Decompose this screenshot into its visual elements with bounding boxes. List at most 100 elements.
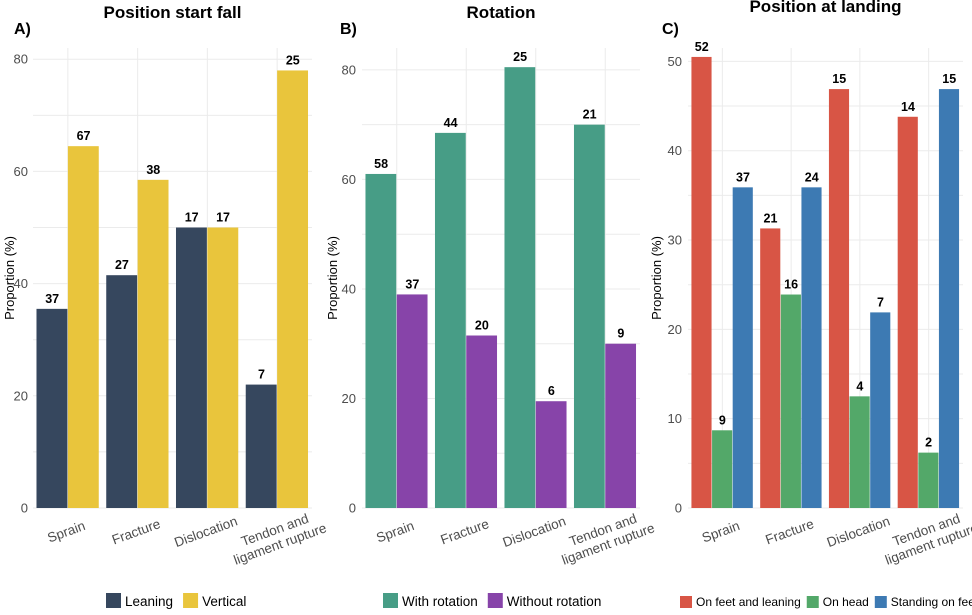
y-tick-label: 40 <box>342 281 356 296</box>
bar-on-head-4 <box>918 452 939 508</box>
category-label: Tendon andligament rupture <box>555 506 657 568</box>
data-label: 25 <box>286 53 300 67</box>
category-label: Dislocation <box>825 513 892 550</box>
y-tick-label: 0 <box>21 501 28 516</box>
chart-title: Rotation <box>467 3 536 22</box>
panel-a: 0 20 40 60 80 37 27 17 7 67 38 17 25 Sprain Fracture Di… <box>2 3 328 609</box>
legend-label: Standing on feet <box>891 595 972 609</box>
data-label: 9 <box>719 413 726 427</box>
chart-title: Position start fall <box>104 3 242 22</box>
bar-vertical-2 <box>137 179 169 508</box>
legend-label: Without rotation <box>507 594 602 609</box>
y-tick-label: 60 <box>342 172 356 187</box>
bar-vertical-1 <box>67 146 99 509</box>
category-label: Dislocation <box>501 513 568 550</box>
bar-leaning-2 <box>106 275 138 508</box>
panel-label: A) <box>14 21 31 38</box>
chart-title: Position at landing <box>749 0 901 16</box>
data-label: 38 <box>146 163 160 177</box>
y-tick-label: 60 <box>14 164 28 179</box>
legend-swatch <box>383 593 398 608</box>
data-label: 27 <box>115 258 129 272</box>
y-axis-label: Proportion (%) <box>649 236 664 320</box>
category-label-line: Dislocation <box>501 513 568 550</box>
bar-with-rotation-4 <box>573 124 605 509</box>
data-label: 16 <box>784 278 798 292</box>
category-label: Sprain <box>45 518 87 545</box>
data-label: 24 <box>805 170 819 184</box>
bar-standing-on-feet-2 <box>801 187 822 508</box>
y-tick-label: 40 <box>668 143 682 158</box>
legend-swatch <box>874 596 887 608</box>
bar-without-rotation-2 <box>466 335 498 508</box>
bar-on-head-3 <box>849 396 870 508</box>
data-label: 4 <box>856 379 863 393</box>
data-label: 37 <box>736 170 750 184</box>
data-label: 9 <box>617 327 624 341</box>
data-label: 67 <box>77 129 91 143</box>
bar-standing-on-feet-3 <box>870 312 891 508</box>
bar-with-rotation-1 <box>365 173 397 508</box>
y-tick-label: 40 <box>14 276 28 291</box>
bar-without-rotation-4 <box>605 343 637 508</box>
legend-swatch <box>806 596 819 608</box>
panel-b: 0 20 40 60 80 58 44 25 21 37 20 6 9 Sprain Fracture Dis… <box>325 3 657 609</box>
category-label: Dislocation <box>172 513 239 550</box>
data-label: 7 <box>877 295 884 309</box>
data-label: 15 <box>832 72 846 86</box>
category-label-line: Dislocation <box>172 513 239 550</box>
bar-vertical-4 <box>277 70 309 508</box>
bar-on-head-1 <box>712 430 733 508</box>
data-label: 6 <box>548 384 555 398</box>
data-label: 2 <box>925 436 932 450</box>
bar-leaning-3 <box>175 227 207 508</box>
bar-leaning-1 <box>36 308 68 508</box>
data-label: 58 <box>374 157 388 171</box>
category-label-line: Sprain <box>700 518 742 545</box>
category-label: Sprain <box>700 518 742 545</box>
data-label: 15 <box>942 72 956 86</box>
y-axis-label: Proportion (%) <box>2 236 17 320</box>
legend-swatch <box>106 593 121 608</box>
legend-label: Vertical <box>202 594 246 609</box>
bar-on-feet-and-leaning-4 <box>897 116 918 508</box>
y-tick-label: 0 <box>349 501 356 516</box>
data-label: 52 <box>695 40 709 54</box>
panel-label: B) <box>340 21 357 38</box>
data-label: 37 <box>405 277 419 291</box>
bar-on-feet-and-leaning-3 <box>828 89 850 509</box>
data-label: 20 <box>475 319 489 333</box>
legend: Leaning Vertical <box>106 593 246 609</box>
legend-label: On head <box>823 595 869 609</box>
category-label: Tendon andligament rupture <box>878 506 972 568</box>
bar-leaning-4 <box>245 384 277 508</box>
bar-on-feet-and-leaning-2 <box>760 228 781 508</box>
category-label-line: Sprain <box>374 518 416 545</box>
legend-label: On feet and leaning <box>696 595 801 609</box>
legend-swatch <box>680 596 692 608</box>
data-label: 17 <box>185 211 199 225</box>
y-tick-label: 20 <box>342 391 356 406</box>
legend-label: Leaning <box>125 594 173 609</box>
category-label-line: Fracture <box>439 516 491 547</box>
bar-vertical-3 <box>207 227 239 508</box>
bar-on-feet-and-leaning-1 <box>691 56 712 508</box>
data-label: 25 <box>513 50 527 64</box>
data-label: 44 <box>444 116 458 130</box>
data-label: 7 <box>258 368 265 382</box>
y-tick-label: 0 <box>675 501 682 516</box>
category-label: Tendon andligament rupture <box>226 506 328 568</box>
panel-c: 0 10 20 30 40 50 52 21 15 14 9 16 4 2 37 24 7 15 Sprain Fra… <box>649 0 972 609</box>
y-tick-label: 30 <box>668 233 682 248</box>
legend-label: With rotation <box>402 594 478 609</box>
legend-swatch <box>183 593 199 608</box>
data-label: 17 <box>216 211 230 225</box>
y-tick-label: 80 <box>14 52 28 67</box>
data-label: 14 <box>901 100 915 114</box>
y-tick-label: 80 <box>342 62 356 77</box>
y-axis-label: Proportion (%) <box>325 236 340 320</box>
bar-on-head-2 <box>780 294 801 508</box>
data-label: 21 <box>764 211 778 225</box>
y-tick-label: 50 <box>668 54 682 69</box>
bar-with-rotation-3 <box>504 67 536 509</box>
